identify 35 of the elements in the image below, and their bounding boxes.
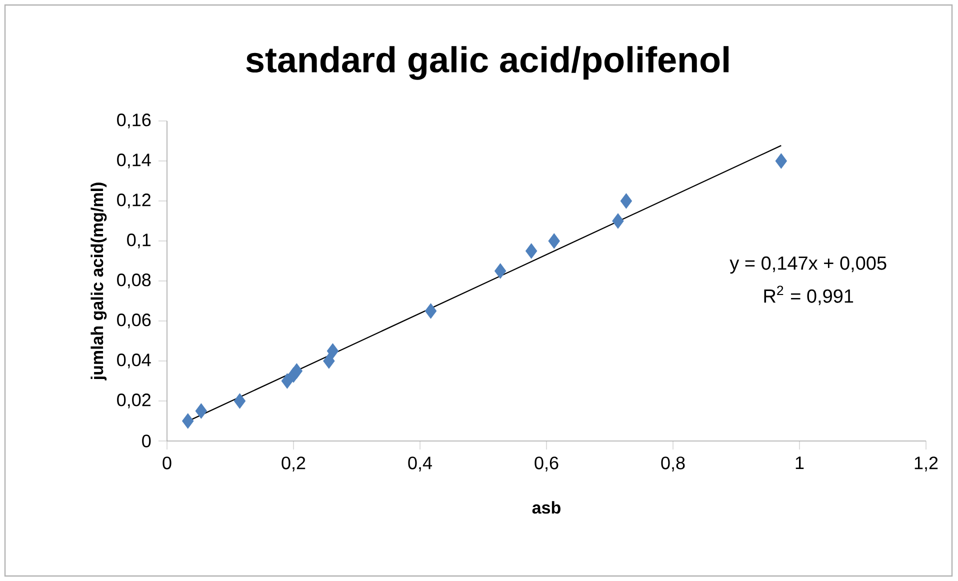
y-tick-label: 0,16 [117, 114, 151, 128]
x-tick-label: 0,8 [661, 456, 685, 472]
y-tick-label: 0,06 [117, 314, 151, 328]
x-tick-label: 0,2 [282, 456, 306, 472]
x-tick-label: 1 [796, 456, 804, 469]
point [526, 243, 538, 259]
point [182, 413, 194, 429]
x-tick-label: 1,2 [914, 456, 938, 472]
y-tick-label: 0 [142, 434, 151, 448]
x-tick-label: 0,6 [534, 456, 558, 472]
point [775, 153, 787, 169]
point [494, 263, 506, 279]
point [548, 233, 560, 249]
point [326, 343, 339, 359]
point [234, 393, 246, 409]
y-tick-label: 0,1 [127, 234, 151, 248]
annotation: y = 0,147x + 0,005 [730, 256, 886, 274]
y-tick-label: 0,14 [117, 154, 151, 168]
x-tick-label: 0 [162, 456, 172, 470]
y-axis-title: jumlah galic acid(mg/ml) [90, 182, 107, 380]
point [323, 353, 335, 369]
point [620, 193, 632, 209]
point [424, 303, 437, 319]
point [195, 403, 207, 419]
chart-title: standard galic acid/polifenol [246, 46, 729, 80]
point [612, 213, 624, 229]
point [281, 373, 293, 389]
annotation: R$^{2}$ = 0,991 [764, 286, 854, 306]
x-tick-label: 0,4 [408, 456, 432, 472]
y-tick-label: 0,04 [117, 354, 151, 368]
x-axis-title: asb [532, 501, 560, 514]
point [290, 363, 302, 379]
y-tick-label: 0,12 [117, 194, 150, 208]
y-tick-label: 0,08 [117, 274, 151, 288]
y-tick-label: 0,02 [117, 394, 150, 408]
